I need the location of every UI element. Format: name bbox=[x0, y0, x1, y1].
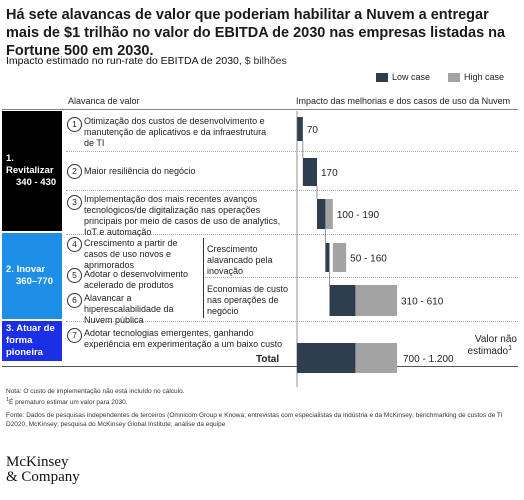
value-label-4: 50 - 160 bbox=[350, 254, 387, 265]
bar-low-5 bbox=[329, 285, 356, 316]
lever-number-4: 4 bbox=[67, 237, 82, 252]
group-innovate-range: 360–770 bbox=[16, 276, 53, 287]
lever-text-5: Adotar o desenvolvimento acelerado de pr… bbox=[84, 269, 189, 290]
lever-text-1: Otimização dos custos de desenvolvimento… bbox=[84, 116, 267, 148]
subtitle-text: Impacto estimado no run-rate do EBITDA d… bbox=[6, 55, 242, 67]
column-header-impact: Impacto das melhorias e dos casos de uso… bbox=[296, 96, 511, 106]
lever-text-2: Maior resiliência do negócio bbox=[84, 166, 196, 176]
lever-text-3: Implementação dos mais recentes avanços … bbox=[84, 194, 281, 237]
logo-line-2: & Company bbox=[6, 469, 80, 485]
mckinsey-logo: McKinsey & Company bbox=[6, 455, 80, 485]
header-rule bbox=[2, 109, 518, 110]
sub-group-innovation: Crescimento alavancado pela inovação bbox=[207, 244, 273, 276]
lever-number-2: 2 bbox=[67, 164, 82, 179]
bar-low-3 bbox=[317, 199, 326, 229]
value-label-2: 170 bbox=[321, 168, 338, 179]
row-divider bbox=[66, 321, 518, 322]
logo-line-1: McKinsey bbox=[6, 454, 69, 470]
lever-number-6: 6 bbox=[67, 293, 82, 308]
group-revitalize-range: 340 - 430 bbox=[16, 177, 57, 188]
footnote-note: Nota: O custo de implementação não está … bbox=[6, 388, 185, 395]
lever-number-7: 7 bbox=[67, 328, 82, 343]
group-innovate: 2. Inovar 360–770 bbox=[2, 233, 62, 319]
lever-number-3: 3 bbox=[67, 195, 82, 210]
value-label-5: 310 - 610 bbox=[401, 297, 444, 308]
group-revitalize: 1. Revitalizar 340 - 430 bbox=[2, 111, 62, 231]
lever-number-5: 5 bbox=[67, 268, 82, 283]
bar-low-2 bbox=[302, 158, 317, 186]
value-label-1: 70 bbox=[307, 125, 319, 136]
group-pioneer: 3. Atuar de forma pioneira bbox=[2, 321, 62, 361]
footnote-1-mark: 1 bbox=[6, 397, 10, 403]
value-label-7-line2: estimado1 bbox=[468, 345, 513, 357]
lever-number-1: 1 bbox=[67, 117, 82, 132]
total-rule bbox=[2, 366, 518, 367]
lever-text-7: Adotar tecnologias emergentes, ganhando … bbox=[84, 328, 283, 349]
value-label-7-superscript: 1 bbox=[508, 345, 512, 352]
row-divider bbox=[66, 151, 518, 152]
chart-subtitle: Impacto estimado no run-rate do EBITDA d… bbox=[6, 55, 287, 67]
sub-group-cost-savings: Economias de custo nas operações de negó… bbox=[207, 284, 289, 316]
legend-high-swatch bbox=[448, 73, 460, 82]
row-divider bbox=[205, 277, 518, 278]
value-label-7-line1: Valor não bbox=[475, 334, 518, 345]
value-label-3: 100 - 190 bbox=[337, 210, 380, 221]
legend-low-swatch bbox=[376, 73, 388, 82]
total-value-label: 700 - 1.200 bbox=[403, 354, 454, 365]
group-innovate-name: 2. Inovar bbox=[6, 264, 46, 275]
footnote-1-text: É prematuro estimar um valor para 2030. bbox=[9, 399, 128, 407]
group-revitalize-name: 1. Revitalizar bbox=[6, 153, 54, 176]
group-pioneer-name: 3. Atuar de forma pioneira bbox=[6, 323, 55, 358]
bar-low-4 bbox=[325, 243, 330, 272]
column-header-levers: Alavanca de valor bbox=[68, 96, 140, 106]
total-bar-low bbox=[297, 343, 356, 373]
row-divider bbox=[66, 190, 518, 191]
legend-low-label: Low case bbox=[392, 72, 431, 82]
subtitle-unit: $ bilhões bbox=[244, 55, 287, 67]
legend-high-label: High case bbox=[464, 72, 505, 82]
chart-title: Há sete alavancas de valor que poderiam … bbox=[6, 7, 506, 59]
total-label: Total bbox=[256, 354, 280, 365]
sub-group-bracket bbox=[203, 238, 204, 318]
lever-text-6: Alavancar a hiperescalabilidade da Nuvem… bbox=[84, 293, 174, 325]
bar-low-1 bbox=[297, 117, 303, 141]
bar-high-4 bbox=[332, 243, 347, 272]
footnote-1: 1É prematuro estimar um valor para 2030. bbox=[6, 396, 128, 408]
lever-text-4: Crescimento a partir de casos de uso nov… bbox=[84, 238, 178, 270]
row-divider bbox=[66, 234, 518, 235]
footnote-source: Fonte: Dados de pesquisas independentes … bbox=[6, 412, 503, 428]
